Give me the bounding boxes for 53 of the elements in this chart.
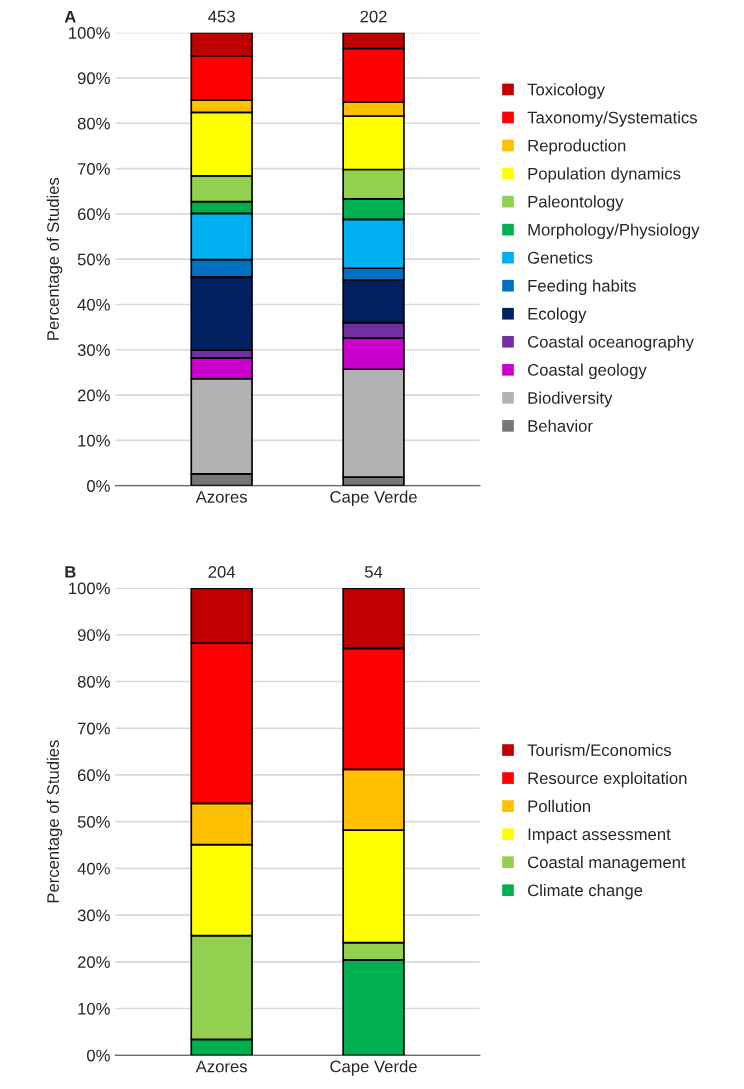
- y-tick-label: 50%: [77, 816, 110, 828]
- legend-label: Toxicology: [527, 83, 605, 99]
- y-axis-title: Percentage of Studies: [46, 740, 63, 903]
- legend-label: Climate change: [528, 883, 643, 900]
- legend-label: Biodiversity: [528, 391, 613, 408]
- legend-label: Resource exploitation: [528, 771, 687, 788]
- y-tick-label: 40%: [77, 862, 110, 875]
- legend-label: Impact assessment: [528, 828, 671, 844]
- legend-label: Morphology/Physiology: [528, 223, 700, 239]
- x-tick-label: Cape Verde: [330, 1060, 417, 1076]
- annotation: 204: [208, 566, 236, 578]
- y-tick-label: 90%: [77, 72, 110, 85]
- x-tick-label: Azores: [195, 491, 247, 503]
- legend-label: Taxonomy/Systematics: [527, 111, 697, 127]
- y-tick-label: 0%: [87, 1049, 110, 1062]
- legend-label: Coastal oceanography: [528, 335, 694, 352]
- y-tick-label: 10%: [78, 434, 110, 447]
- legend-label: Behavior: [528, 419, 593, 432]
- y-tick-label: 30%: [77, 909, 110, 922]
- annotation: 453: [208, 10, 235, 23]
- y-tick-label: 60%: [77, 769, 110, 782]
- legend-label: Reproduction: [528, 139, 626, 155]
- legend-label: Population dynamics: [528, 167, 681, 183]
- legend-label: Coastal geology: [528, 363, 647, 380]
- y-tick-label: 70%: [77, 722, 110, 735]
- y-tick-label: 80%: [77, 117, 110, 130]
- legend-label: Ecology: [528, 307, 587, 324]
- y-axis-title: Percentage of Studies: [46, 177, 63, 340]
- annotation: 202: [360, 10, 387, 23]
- y-tick-label: 10%: [78, 1002, 110, 1015]
- legend-label: Feeding habits: [528, 279, 636, 295]
- y-tick-label: 70%: [77, 162, 110, 175]
- y-tick-label: 90%: [77, 629, 110, 641]
- x-tick-label: Azores: [195, 1060, 247, 1073]
- x-tick-label: Cape Verde: [330, 490, 417, 507]
- legend-label: Paleontology: [528, 195, 624, 211]
- y-tick-label: 20%: [77, 956, 110, 969]
- y-tick-label: 0%: [87, 480, 110, 492]
- legend-label: Tourism/Economics: [527, 743, 672, 757]
- legend-label: Genetics: [528, 251, 593, 264]
- legend-label: Pollution: [528, 799, 591, 813]
- y-tick-label: 20%: [77, 389, 110, 402]
- y-tick-label: 100%: [69, 582, 110, 595]
- y-tick-label: 100%: [69, 27, 110, 39]
- y-tick-label: 60%: [77, 208, 110, 221]
- legend-label: Coastal management: [528, 855, 686, 872]
- annotation: 54: [364, 566, 383, 578]
- chart-title: B: [65, 566, 76, 578]
- chart-title: A: [64, 10, 76, 23]
- y-tick-label: 40%: [77, 298, 110, 311]
- y-tick-label: 30%: [77, 344, 110, 356]
- y-tick-label: 80%: [77, 675, 110, 688]
- y-tick-label: 50%: [77, 253, 110, 266]
